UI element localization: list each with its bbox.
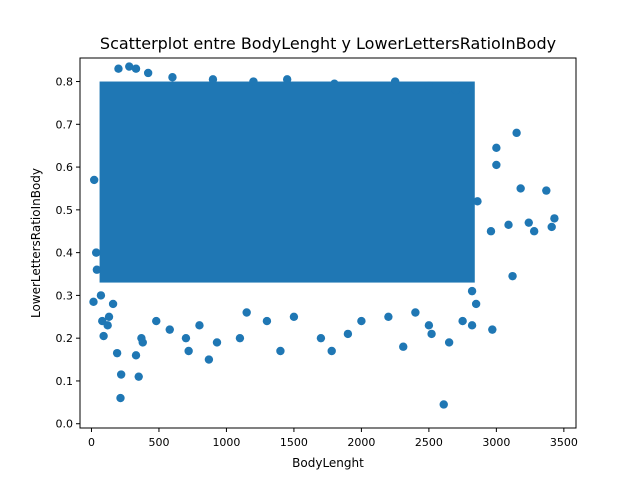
data-point bbox=[104, 312, 114, 321]
y-tick-label: 0.8 bbox=[56, 76, 74, 89]
data-point bbox=[212, 338, 222, 347]
axis-ticks: 0 500 1000 1500 2000 2500 3000 3500 0.0 0.1 0.2 0.3… bbox=[56, 76, 578, 449]
y-tick-label: 0.4 bbox=[56, 247, 74, 260]
y-tick-label: 0.2 bbox=[56, 332, 74, 345]
data-point bbox=[235, 333, 245, 343]
data-point bbox=[357, 316, 366, 326]
x-tick-label: 2500 bbox=[415, 436, 443, 449]
data-point bbox=[289, 312, 299, 321]
data-point bbox=[276, 346, 285, 356]
data-point bbox=[184, 346, 193, 356]
data-point bbox=[116, 370, 126, 379]
y-axis-label: LowerLettersRatioInBody bbox=[29, 168, 43, 318]
data-point bbox=[125, 62, 134, 71]
data-point bbox=[316, 333, 326, 343]
data-point bbox=[516, 184, 525, 193]
data-point bbox=[471, 299, 481, 309]
x-tick-label: 500 bbox=[148, 436, 169, 449]
data-point bbox=[444, 338, 454, 347]
data-point bbox=[114, 64, 123, 73]
dense-region bbox=[99, 81, 475, 283]
data-point bbox=[92, 265, 102, 274]
data-point bbox=[262, 316, 272, 326]
data-point bbox=[467, 321, 477, 330]
data-point bbox=[134, 372, 143, 381]
data-point bbox=[168, 73, 177, 82]
data-point bbox=[390, 77, 400, 86]
data-point bbox=[524, 218, 533, 227]
data-point bbox=[492, 143, 501, 153]
y-tick-label: 0.3 bbox=[56, 289, 74, 302]
x-tick-label: 3500 bbox=[550, 436, 578, 449]
data-point bbox=[91, 248, 101, 257]
data-point bbox=[550, 214, 559, 223]
data-point bbox=[529, 227, 539, 236]
data-point bbox=[399, 342, 408, 351]
data-point bbox=[547, 222, 556, 232]
data-point bbox=[138, 338, 147, 347]
x-tick-label: 0 bbox=[88, 436, 95, 449]
data-point bbox=[327, 346, 336, 356]
data-point bbox=[512, 128, 521, 138]
data-point bbox=[165, 325, 174, 334]
data-point bbox=[96, 291, 106, 300]
data-point bbox=[89, 297, 98, 307]
x-tick-label: 2000 bbox=[347, 436, 375, 449]
data-point bbox=[330, 79, 339, 88]
y-tick-label: 0.6 bbox=[56, 161, 74, 174]
data-point bbox=[411, 308, 420, 317]
data-point bbox=[131, 351, 141, 360]
data-point bbox=[204, 355, 214, 364]
data-point bbox=[504, 220, 513, 230]
y-tick-label: 0.1 bbox=[56, 375, 74, 388]
x-tick-label: 1500 bbox=[280, 436, 308, 449]
data-point bbox=[242, 308, 251, 317]
data-point bbox=[195, 321, 204, 330]
data-point bbox=[343, 329, 353, 339]
y-tick-label: 0.0 bbox=[56, 418, 74, 431]
data-point bbox=[473, 197, 482, 206]
data-point bbox=[384, 312, 393, 321]
data-point bbox=[143, 68, 153, 78]
data-point bbox=[508, 271, 517, 281]
data-point bbox=[131, 64, 141, 73]
data-point bbox=[249, 77, 258, 86]
data-point bbox=[181, 333, 191, 343]
data-point bbox=[103, 321, 112, 330]
data-point bbox=[467, 286, 477, 296]
data-point bbox=[458, 316, 467, 326]
data-point bbox=[542, 186, 551, 195]
data-point bbox=[486, 227, 496, 236]
data-point bbox=[424, 321, 434, 330]
plot-frame bbox=[79, 57, 577, 429]
data-point bbox=[488, 325, 497, 334]
data-point bbox=[108, 299, 118, 309]
data-point bbox=[492, 160, 501, 170]
x-tick-label: 3000 bbox=[482, 436, 510, 449]
data-point bbox=[116, 393, 125, 403]
data-point bbox=[424, 81, 434, 91]
data-point bbox=[282, 75, 292, 84]
data-point bbox=[99, 331, 108, 341]
data-point bbox=[427, 329, 436, 339]
data-point bbox=[451, 85, 461, 95]
y-tick-label: 0.5 bbox=[56, 204, 74, 217]
data-point bbox=[439, 400, 448, 409]
data-point bbox=[208, 75, 218, 84]
x-axis-label: BodyLenght bbox=[292, 456, 364, 470]
chart-title: Scatterplot entre BodyLenght y LowerLett… bbox=[100, 34, 556, 53]
data-point bbox=[152, 316, 161, 326]
data-points bbox=[89, 62, 559, 409]
dense-point-cloud bbox=[99, 81, 475, 283]
data-point bbox=[89, 175, 99, 185]
y-tick-label: 0.7 bbox=[56, 118, 74, 131]
data-point bbox=[112, 348, 122, 358]
x-tick-label: 1000 bbox=[212, 436, 240, 449]
